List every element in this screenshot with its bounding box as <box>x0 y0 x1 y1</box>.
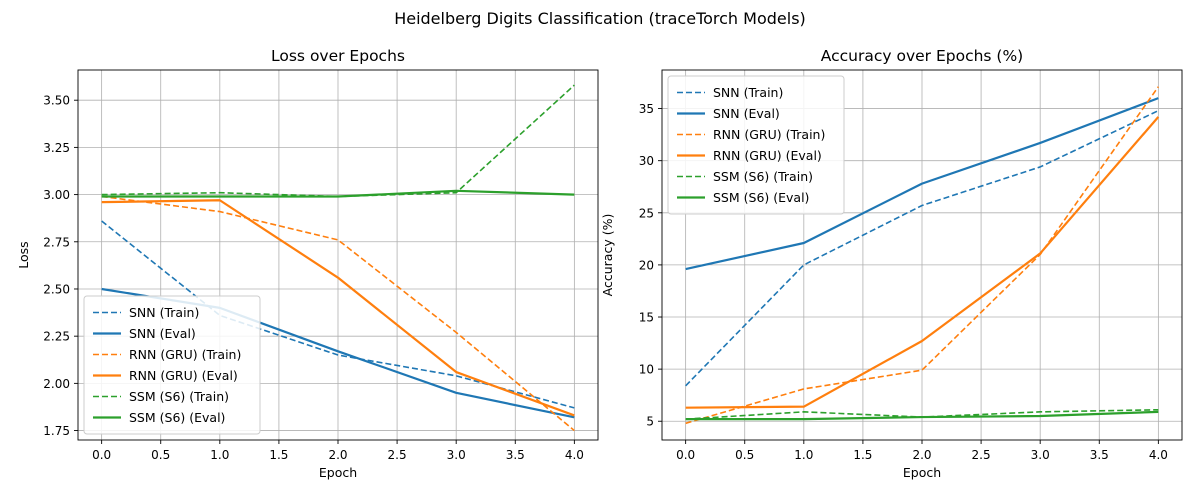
loss-legend-label: SNN (Eval) <box>129 326 196 341</box>
accuracy-series-lines <box>685 86 1160 425</box>
loss-xtick-label: 2.5 <box>388 448 407 462</box>
accuracy-xtick-label: 2.0 <box>912 448 931 462</box>
loss-ytick-label: 2.75 <box>43 235 70 249</box>
accuracy-xtick-label: 0.5 <box>735 448 754 462</box>
loss-xtick-label: 4.0 <box>565 448 584 462</box>
accuracy-ytick-label: 5 <box>646 415 654 429</box>
loss-grid <box>78 70 598 440</box>
accuracy-series-line-5 <box>685 410 1159 421</box>
accuracy-ytick-label: 10 <box>639 363 654 377</box>
accuracy-y-axis-label: Accuracy (%) <box>600 214 615 297</box>
loss-ytick-label: 2.00 <box>43 377 70 391</box>
accuracy-xtick-label: 3.5 <box>1090 448 1109 462</box>
accuracy-series-line-3 <box>685 116 1160 409</box>
loss-legend-label: SSM (S6) (Train) <box>129 389 229 404</box>
accuracy-legend: SNN (Train) SNN (Eval) RNN (GRU) (Train) RN… <box>667 75 845 215</box>
accuracy-ytick-label: 25 <box>639 206 654 220</box>
accuracy-x-axis-label: Epoch <box>903 465 941 480</box>
accuracy-ytick-label: 30 <box>639 154 654 168</box>
accuracy-legend-label: RNN (GRU) (Eval) <box>713 148 822 163</box>
accuracy-legend-box <box>667 75 845 215</box>
loss-legend-label: SSM (S6) (Eval) <box>129 410 225 425</box>
accuracy-xtick-label: 1.5 <box>853 448 872 462</box>
accuracy-series-line-0 <box>685 109 1159 387</box>
loss-xtick-label: 2.0 <box>328 448 347 462</box>
loss-series-line-5 <box>101 189 575 198</box>
loss-legend: SNN (Train) SNN (Eval) RNN (GRU) (Train) RN… <box>83 295 261 435</box>
loss-ytick-label: 3.25 <box>43 141 70 155</box>
loss-legend-label: SNN (Train) <box>129 305 199 320</box>
loss-chart: 0.0 0.5 1.0 1.5 2.0 2.5 3.0 3.5 4.0 1.75 2.00 2.25 2… <box>16 47 599 480</box>
accuracy-legend-label: SSM (S6) (Train) <box>713 169 813 184</box>
loss-xtick-label: 3.5 <box>506 448 525 462</box>
accuracy-series-line-1 <box>685 97 1159 271</box>
loss-ytick-label: 2.25 <box>43 330 70 344</box>
loss-ytick-label: 2.50 <box>43 282 70 296</box>
loss-xtick-label: 3.0 <box>447 448 466 462</box>
loss-xtick-label: 1.0 <box>210 448 229 462</box>
loss-legend-label: RNN (GRU) (Eval) <box>129 368 238 383</box>
accuracy-chart: 0.0 0.5 1.0 1.5 2.0 2.5 3.0 3.5 4.0 5 10 15 20 25 30 35… <box>600 47 1183 480</box>
accuracy-legend-label: SSM (S6) (Eval) <box>713 190 809 205</box>
loss-legend-label: RNN (GRU) (Train) <box>129 347 241 362</box>
accuracy-series-line-2 <box>685 86 1160 425</box>
accuracy-legend-label: SNN (Train) <box>713 85 783 100</box>
loss-x-axis-label: Epoch <box>319 465 357 480</box>
accuracy-ytick-label: 35 <box>639 102 654 116</box>
loss-ytick-label: 1.75 <box>43 424 70 438</box>
loss-xtick-label: 1.5 <box>269 448 288 462</box>
accuracy-xtick-label: 1.0 <box>794 448 813 462</box>
loss-xtick-label: 0.0 <box>92 448 111 462</box>
accuracy-ytick-label: 15 <box>639 311 654 325</box>
loss-xtick-label: 0.5 <box>151 448 170 462</box>
loss-series-line-3 <box>101 199 575 417</box>
accuracy-chart-title: Accuracy over Epochs (%) <box>821 47 1023 65</box>
accuracy-legend-label: SNN (Eval) <box>713 106 780 121</box>
loss-y-axis-label: Loss <box>16 241 31 268</box>
loss-legend-box <box>83 295 261 435</box>
accuracy-legend-label: RNN (GRU) (Train) <box>713 127 825 142</box>
accuracy-xtick-label: 3.0 <box>1031 448 1050 462</box>
accuracy-ytick-label: 20 <box>639 258 654 272</box>
figure-title: Heidelberg Digits Classification (traceT… <box>394 9 806 28</box>
loss-chart-title: Loss over Epochs <box>271 47 405 65</box>
loss-series-line-2 <box>101 195 575 432</box>
loss-ytick-label: 3.50 <box>43 94 70 108</box>
accuracy-xtick-label: 2.5 <box>972 448 991 462</box>
accuracy-xtick-label: 4.0 <box>1149 448 1168 462</box>
accuracy-xtick-label: 0.0 <box>676 448 695 462</box>
loss-ytick-label: 3.00 <box>43 188 70 202</box>
